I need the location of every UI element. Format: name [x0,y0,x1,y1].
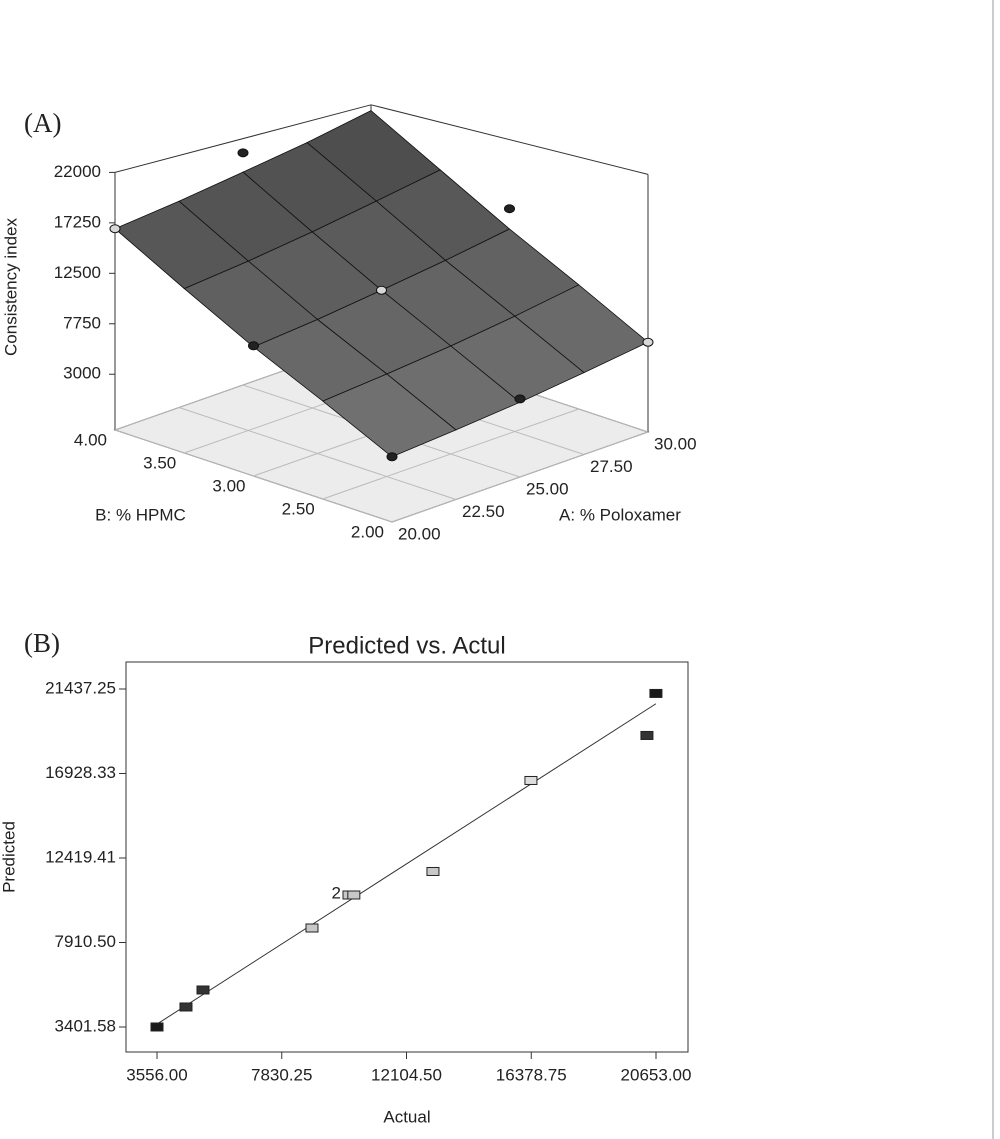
point-label: 2 [332,883,341,902]
surface-plot: (A) 20.00 22.50 25.00 27.50 30.00 2.00 2.50 3.00… [1,104,697,543]
x-tick-label: 30.00 [654,434,697,453]
y-tick-label: 3.00 [212,476,245,495]
y-tick-label: 4.00 [74,430,107,449]
box-edge [370,104,649,175]
z-axis-label: Consistency index [1,218,20,356]
x-axis-label: Actual [383,1107,430,1126]
y-tick-label: 3.50 [143,453,176,472]
x-tick-label: 25.00 [526,479,569,498]
design-point [376,285,387,295]
x-tick-label: 20653.00 [621,1065,692,1084]
fit-line [150,703,657,1029]
design-point [248,341,259,351]
z-tick-label: 22000 [54,162,101,181]
z-tick-label: 12500 [54,263,101,282]
floor-grid-line [391,431,649,523]
data-point [305,923,319,933]
design-point [109,224,121,234]
design-point [504,204,515,214]
y-tick-label: 16928.33 [45,763,116,782]
data-point [347,890,361,900]
data-point [196,985,210,995]
x-tick-label: 16378.75 [496,1065,567,1084]
panel-label: (A) [24,108,61,138]
design-point [386,452,398,462]
data-point [649,688,663,698]
x-axis-label: A: % Poloxamer [559,505,681,524]
design-point [514,394,526,404]
y-tick-label: 21437.25 [45,678,116,697]
x-tick-label: 20.00 [398,524,441,543]
z-tick-label: 3000 [63,364,101,383]
scatter-plot: (B) Predicted vs. Actul 3556.00 7830.25 1210… [0,628,691,1126]
design-point [642,337,654,347]
y-tick-label: 3401.58 [55,1016,116,1035]
y-tick-label: 12419.41 [45,847,116,866]
y-tick-label: 2.00 [351,522,384,541]
chart-title: Predicted vs. Actul [308,632,505,659]
x-tick-label: 27.50 [590,457,633,476]
x-tick-label: 22.50 [462,502,505,521]
data-point [640,730,654,740]
y-tick-label: 2.50 [282,499,315,518]
y-axis-label: B: % HPMC [95,505,186,524]
y-tick-label: 7910.50 [55,932,116,951]
floor-grid-line [322,408,579,500]
design-point [237,148,249,158]
x-tick-label: 7830.25 [251,1065,312,1084]
panel-label: (B) [24,628,60,658]
y-axis-label: Predicted [0,821,18,893]
surface-patch [322,373,457,458]
x-tick-label: 3556.00 [126,1065,187,1084]
data-point [179,1002,193,1012]
box-edge [114,104,372,173]
data-point [524,775,538,785]
data-point [150,1022,164,1032]
data-point [426,866,440,876]
z-tick-label: 7750 [63,313,101,332]
x-tick-label: 12104.50 [371,1065,442,1084]
z-tick-label: 17250 [54,212,101,231]
